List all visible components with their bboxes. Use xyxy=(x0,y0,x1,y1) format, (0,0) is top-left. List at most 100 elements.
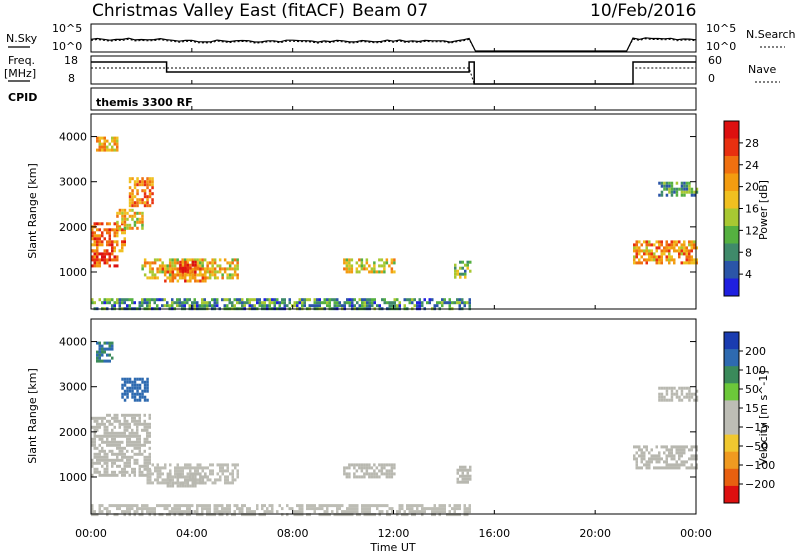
data-cell xyxy=(93,255,96,259)
data-cell xyxy=(126,392,129,396)
data-cell xyxy=(179,266,182,270)
data-cell xyxy=(685,190,689,194)
data-cell xyxy=(635,457,638,461)
data-cell xyxy=(108,449,111,453)
data-cell xyxy=(228,510,231,514)
data-cell xyxy=(98,434,101,438)
data-cell xyxy=(111,458,114,462)
data-cell xyxy=(106,148,109,152)
data-cell xyxy=(448,510,451,514)
data-cell xyxy=(141,264,144,268)
data-cell xyxy=(385,463,389,467)
data-cell xyxy=(459,468,462,472)
data-cell xyxy=(113,470,116,474)
data-cell xyxy=(228,264,232,268)
data-cell xyxy=(373,504,376,508)
data-cell xyxy=(670,243,673,247)
data-cell xyxy=(126,458,129,462)
data-cell xyxy=(111,504,114,508)
data-cell xyxy=(421,304,424,308)
data-cell xyxy=(643,454,646,458)
data-cell xyxy=(456,477,459,481)
data-cell xyxy=(181,484,185,488)
data-cell xyxy=(91,504,94,508)
data-cell xyxy=(141,177,144,181)
cpid-label: CPID xyxy=(8,91,37,104)
data-cell xyxy=(678,448,681,452)
data-cell xyxy=(640,249,643,253)
data-cell xyxy=(276,301,279,305)
data-cell xyxy=(173,261,177,265)
data-cell xyxy=(366,504,369,508)
data-cell xyxy=(91,237,94,241)
data-cell xyxy=(663,395,666,399)
data-cell xyxy=(123,380,127,384)
data-cell xyxy=(640,243,643,247)
data-cell xyxy=(343,301,346,305)
data-cell xyxy=(123,446,126,450)
data-cell xyxy=(168,273,172,277)
data-cell xyxy=(188,507,191,511)
data-cell xyxy=(336,298,339,302)
data-cell xyxy=(148,189,152,193)
data-cell xyxy=(181,266,185,270)
data-cell xyxy=(368,301,371,305)
data-cell xyxy=(360,264,364,268)
data-cell xyxy=(176,273,180,277)
data-cell xyxy=(133,461,136,465)
power-y-label: Slant Range [km] xyxy=(26,163,39,259)
data-cell xyxy=(673,386,676,390)
data-cell xyxy=(174,469,177,473)
data-cell xyxy=(323,504,326,508)
data-cell xyxy=(695,466,698,470)
data-cell xyxy=(236,273,239,277)
data-cell xyxy=(156,270,159,274)
data-cell xyxy=(116,220,119,224)
data-cell xyxy=(351,513,354,517)
data-cell xyxy=(111,258,114,262)
data-cell xyxy=(133,422,136,426)
data-cell xyxy=(635,249,638,253)
cpid-panel: CPID themis 3300 RF xyxy=(8,87,697,111)
data-cell xyxy=(138,395,142,399)
data-cell xyxy=(336,504,339,508)
data-cell xyxy=(233,304,236,308)
data-cell xyxy=(101,504,104,508)
data-cell xyxy=(136,440,139,444)
data-cell xyxy=(433,504,436,508)
data-cell xyxy=(153,301,156,305)
data-cell xyxy=(146,380,149,384)
data-cell xyxy=(231,475,234,479)
data-cell xyxy=(136,458,139,462)
data-cell xyxy=(658,451,661,455)
data-cell xyxy=(680,451,683,455)
data-cell xyxy=(665,460,668,464)
data-cell xyxy=(93,264,96,268)
data-cell xyxy=(126,380,129,384)
data-cell xyxy=(464,263,467,267)
data-cell xyxy=(221,466,224,470)
data-cell xyxy=(141,220,144,224)
time-tick-label: 04:00 xyxy=(176,527,208,540)
data-cell xyxy=(146,469,149,473)
data-cell xyxy=(393,463,396,467)
data-cell xyxy=(106,425,109,429)
data-cell xyxy=(191,484,195,488)
data-cell xyxy=(338,513,341,517)
data-cell xyxy=(286,304,289,308)
data-cell xyxy=(645,261,648,265)
data-cell xyxy=(241,507,244,511)
data-cell xyxy=(241,504,244,508)
data-cell xyxy=(668,258,671,262)
data-cell xyxy=(665,243,668,247)
data-cell xyxy=(111,449,114,453)
data-cell xyxy=(345,270,349,274)
data-cell xyxy=(363,466,366,470)
data-cell xyxy=(673,463,676,467)
data-cell xyxy=(373,264,376,268)
data-cell xyxy=(688,448,691,452)
data-cell xyxy=(216,507,219,511)
data-cell xyxy=(96,350,99,354)
